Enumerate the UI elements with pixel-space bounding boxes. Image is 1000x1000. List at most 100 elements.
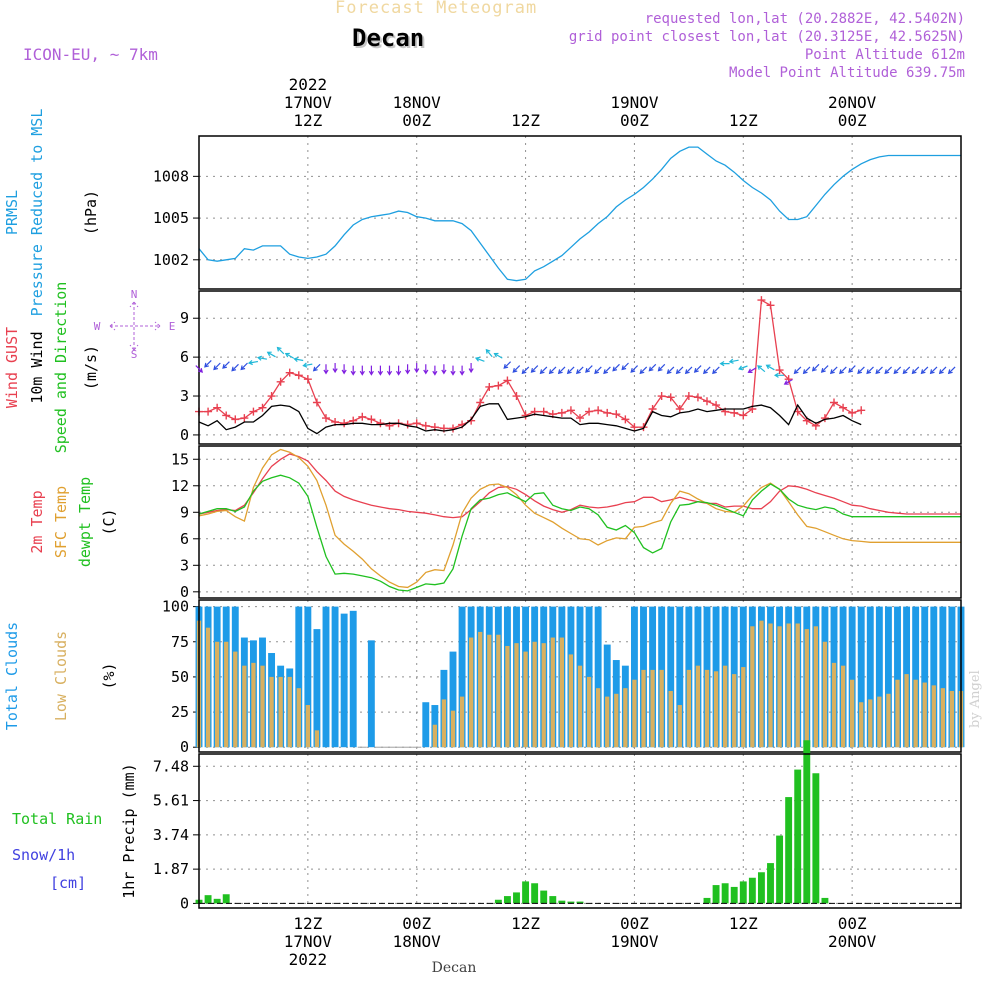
wind-direction-arrow	[783, 378, 793, 385]
wind-direction-arrow	[405, 364, 411, 375]
bottom-time-label: 19NOV	[610, 932, 659, 951]
wind-gust-marker	[730, 408, 739, 417]
wind-direction-arrow	[757, 365, 766, 373]
temperature-side-label: dewpt Temp	[76, 477, 94, 567]
wind-gust-marker	[566, 406, 575, 415]
precip-bar	[558, 900, 566, 904]
temperature-tick-label: 12	[171, 477, 189, 495]
precip-bar	[757, 872, 765, 904]
wind-direction-arrow	[312, 363, 321, 372]
wind-side-label: Wind GUST	[3, 327, 21, 408]
wind-direction-arrow	[639, 366, 648, 375]
clouds-bar	[831, 662, 837, 748]
wind-direction-arrow	[276, 346, 285, 355]
clouds-bar	[949, 690, 955, 748]
wind-direction-arrow	[585, 365, 593, 373]
wind-gust-marker	[666, 393, 675, 402]
precip-bar	[812, 773, 820, 904]
clouds-bar	[449, 651, 457, 748]
precip-tick-label: 1.87	[153, 860, 189, 878]
temperature-tick-label: 9	[180, 503, 189, 521]
clouds-bar	[532, 641, 537, 748]
wind-series-line	[199, 299, 862, 430]
clouds-bar	[668, 690, 673, 748]
clouds-tick-label: 50	[171, 668, 189, 686]
wind-gust-marker	[367, 415, 376, 424]
wind-gust-marker	[585, 407, 594, 416]
wind-direction-arrow	[728, 358, 739, 364]
clouds-bar	[930, 606, 938, 748]
wind-gust-marker	[267, 392, 276, 401]
clouds-bar	[487, 634, 492, 748]
precip-bar	[540, 890, 548, 904]
wind-gust-marker	[684, 392, 693, 401]
clouds-bar	[875, 606, 883, 748]
wind-direction-arrow	[712, 366, 720, 375]
precip-bar	[776, 835, 784, 904]
precip-tick-label: 0	[180, 894, 189, 912]
wind-direction-arrow	[902, 366, 911, 375]
wind-direction-arrow	[594, 366, 602, 375]
wind-gust-marker	[213, 403, 222, 412]
clouds-bar	[940, 688, 945, 748]
wind-direction-arrow	[893, 366, 902, 375]
precip-bar	[213, 898, 221, 904]
precip-bar	[721, 883, 729, 904]
wind-direction-arrow	[359, 365, 365, 376]
wind-direction-arrow	[493, 352, 503, 359]
wind-tick-label: 6	[180, 348, 189, 366]
clouds-bar	[596, 688, 601, 748]
wind-side-label: (m/s)	[82, 345, 100, 390]
wind-gust-marker	[285, 368, 294, 377]
wind-direction-arrow	[793, 366, 802, 375]
clouds-bar	[523, 651, 528, 748]
clouds-bar	[667, 606, 675, 748]
bottom-time-label: 12Z	[511, 914, 540, 933]
wind-direction-arrow	[468, 363, 474, 374]
top-time-label: 00Z	[402, 111, 431, 130]
clouds-bar	[931, 685, 936, 748]
wind-direction-arrow	[548, 366, 557, 375]
wind-direction-arrow	[503, 361, 512, 369]
bottom-time-label: 00Z	[838, 914, 867, 933]
wind-gust-marker	[775, 366, 784, 375]
pressure-panel: 1002 1005 1008 PRMSL Pressure Reduced to MSL…	[3, 109, 962, 316]
clouds-bar	[205, 627, 211, 748]
clouds-bar	[224, 641, 229, 748]
wind-direction-arrow	[657, 363, 666, 372]
clouds-bar	[313, 629, 321, 748]
precip-bar	[567, 901, 575, 904]
wind-gust-marker	[276, 377, 285, 386]
precip-bar	[739, 881, 747, 904]
clouds-bar	[269, 676, 274, 748]
temperature-side-label: 2m Temp	[28, 490, 46, 553]
bottom-time-label: 00Z	[402, 914, 431, 933]
bottom-location-label: Decan	[432, 960, 477, 976]
top-time-label: 19NOV	[610, 93, 659, 112]
clouds-bar	[922, 682, 927, 748]
wind-gust-marker	[476, 398, 485, 407]
top-time-label: 00Z	[620, 111, 649, 130]
wind-gust-marker	[857, 406, 866, 415]
clouds-panel: 0 25 50 75 100 Total Clouds Low Clouds (%)	[3, 598, 965, 756]
wind-direction-arrow	[911, 366, 920, 375]
bottom-time-label: 00Z	[620, 914, 649, 933]
clouds-bar	[614, 693, 619, 748]
clouds-side-label: (%)	[100, 662, 118, 689]
wind-compass-rose	[109, 301, 161, 351]
clouds-bar	[296, 688, 301, 748]
pressure-tick-label: 1005	[153, 209, 189, 227]
clouds-bar	[630, 606, 638, 748]
clouds-bar	[278, 676, 283, 748]
wind-direction-arrow	[773, 372, 785, 378]
compass-north: N	[131, 288, 138, 301]
clouds-bar	[586, 676, 592, 748]
wind-direction-arrow	[247, 359, 259, 366]
wind-gust-marker	[258, 403, 267, 412]
wind-gust-marker	[712, 401, 721, 410]
wind-gust-marker	[358, 412, 367, 421]
wind-direction-arrow	[450, 365, 456, 376]
wind-direction-arrow	[566, 366, 575, 375]
wind-gust-marker	[485, 382, 494, 391]
clouds-bar	[459, 696, 465, 748]
